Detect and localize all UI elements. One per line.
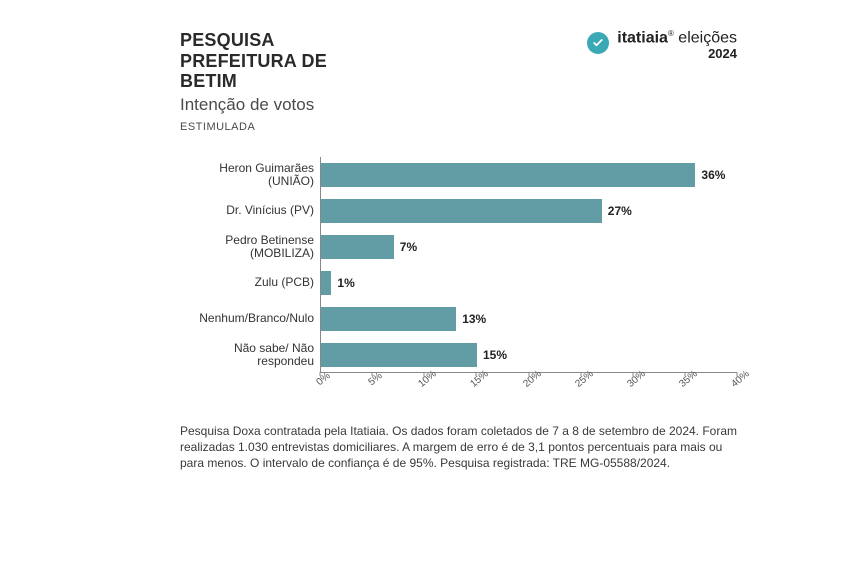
y-axis-labels: Heron Guimarães (UNIÃO)Dr. Vinícius (PV)… [190, 157, 320, 409]
bar-label: Nenhum/Branco/Nulo [190, 301, 320, 337]
bar-label: Não sabe/ Não respondeu [190, 337, 320, 373]
stimulated-label: ESTIMULADA [180, 121, 587, 133]
brand-name-light: eleições [678, 29, 737, 46]
bar-label: Pedro Betinense (MOBILIZA) [190, 229, 320, 265]
plot-area: 36% 27% 7% 1% 13% 15% 0%5%10%15%20%25%30%35%4… [320, 157, 737, 409]
brand-text: itatiaia® eleições 2024 [617, 30, 737, 61]
poll-card: PESQUISA PREFEITURA DE BETIM Intenção de… [150, 10, 767, 482]
plot: 36% 27% 7% 1% 13% 15% [320, 157, 737, 373]
bar-value: 15% [483, 348, 507, 362]
subtitle: Intenção de votos [180, 95, 587, 115]
x-axis: 0%5%10%15%20%25%30%35%40% [320, 375, 737, 409]
bar-label: Dr. Vinícius (PV) [190, 193, 320, 229]
bar-value: 27% [608, 204, 632, 218]
bar [321, 163, 695, 187]
bar-row: 15% [321, 337, 737, 373]
bar-value: 13% [462, 312, 486, 326]
brand-name-bold: itatiaia [617, 29, 668, 46]
bar [321, 271, 331, 295]
title-line1: PESQUISA [180, 30, 587, 51]
bar-value: 7% [400, 240, 417, 254]
checkmark-icon [587, 32, 609, 54]
bar-value: 1% [337, 276, 354, 290]
bar-row: 36% [321, 157, 737, 193]
bar-row: 13% [321, 301, 737, 337]
brand-year: 2024 [617, 47, 737, 61]
bar-row: 7% [321, 229, 737, 265]
bar [321, 343, 477, 367]
bar-row: 27% [321, 193, 737, 229]
bar [321, 235, 394, 259]
title-line2: PREFEITURA DE [180, 51, 587, 72]
title-block: PESQUISA PREFEITURA DE BETIM Intenção de… [180, 30, 587, 133]
bar-label: Heron Guimarães (UNIÃO) [190, 157, 320, 193]
bar-value: 36% [701, 168, 725, 182]
footnote: Pesquisa Doxa contratada pela Itatiaia. … [180, 423, 737, 472]
brand: itatiaia® eleições 2024 [587, 30, 737, 61]
bar-chart: Heron Guimarães (UNIÃO)Dr. Vinícius (PV)… [190, 157, 737, 409]
x-tick-label: 5% [367, 370, 385, 388]
bar [321, 307, 456, 331]
bar [321, 199, 602, 223]
title-line3: BETIM [180, 71, 587, 92]
header: PESQUISA PREFEITURA DE BETIM Intenção de… [180, 30, 737, 133]
bar-label: Zulu (PCB) [190, 265, 320, 301]
bar-row: 1% [321, 265, 737, 301]
